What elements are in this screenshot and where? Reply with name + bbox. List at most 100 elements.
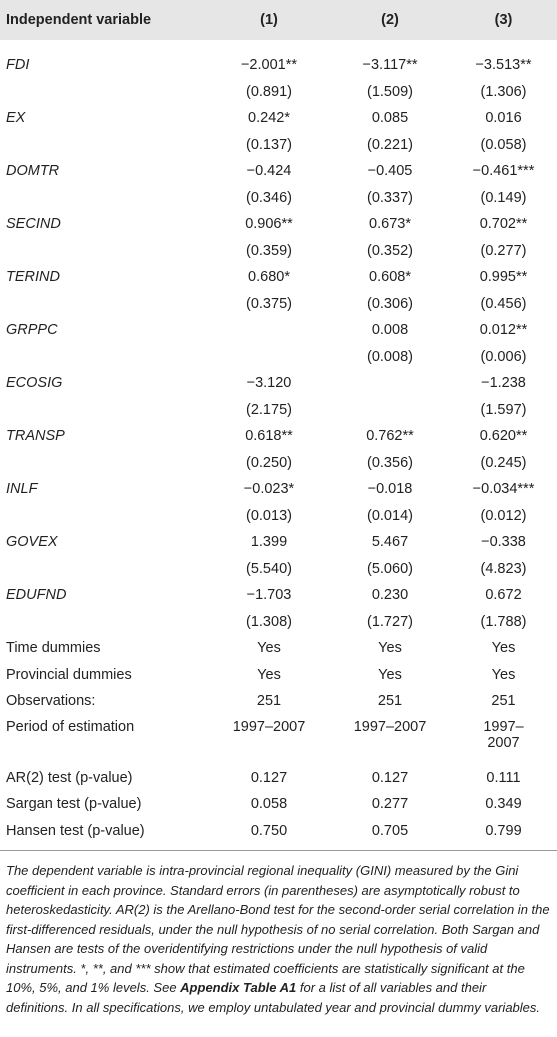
table-row: FDI −2.001** −3.117** −3.513** bbox=[0, 40, 557, 79]
value-cell: 0.618** bbox=[245, 428, 293, 445]
value-cell: −2.001** bbox=[240, 57, 298, 74]
table-row: Period of estimation 1997–2007 1997–2007 19… bbox=[0, 715, 557, 765]
value-cell: 0.277 bbox=[371, 796, 409, 813]
table-row: (2.175) (1.597) bbox=[0, 397, 557, 424]
value-cell: 0.620** bbox=[479, 428, 528, 445]
value-cell: 0.750 bbox=[250, 822, 288, 839]
value-cell: Yes bbox=[257, 640, 281, 657]
value-cell: (0.014) bbox=[367, 507, 413, 524]
table-row: ECOSIG −3.120 −1.238 bbox=[0, 370, 557, 397]
table-row: GRPPC 0.008 0.012** bbox=[0, 317, 557, 344]
value-cell: 0.762** bbox=[366, 428, 414, 445]
table-row: (5.540) (5.060) (4.823) bbox=[0, 556, 557, 583]
row-label bbox=[0, 609, 208, 636]
table-row: (0.013) (0.014) (0.012) bbox=[0, 503, 557, 530]
value-cell: 1.399 bbox=[250, 534, 288, 551]
value-cell: 0.672 bbox=[485, 587, 522, 604]
footnote-link: Appendix Table A1 bbox=[180, 980, 297, 995]
value-cell: (0.250) bbox=[246, 454, 292, 471]
value-cell: (0.337) bbox=[367, 189, 413, 206]
footnote-text: The dependent variable is intra-provinci… bbox=[6, 863, 550, 995]
value-cell: −0.023* bbox=[243, 481, 295, 498]
table-row: DOMTR −0.424 −0.405 −0.461*** bbox=[0, 158, 557, 185]
table-row: (0.891) (1.509) (1.306) bbox=[0, 79, 557, 106]
value-cell: Yes bbox=[491, 640, 516, 657]
value-cell: 0.608* bbox=[369, 269, 411, 286]
value-cell: (1.597) bbox=[480, 401, 527, 418]
row-label: TERIND bbox=[6, 269, 60, 286]
value-cell: −0.018 bbox=[367, 481, 413, 498]
value-cell: (0.149) bbox=[480, 189, 527, 206]
value-cell: (0.306) bbox=[367, 295, 413, 312]
value-cell: (0.375) bbox=[246, 295, 292, 312]
table-row: (0.375) (0.306) (0.456) bbox=[0, 291, 557, 318]
value-cell: (1.727) bbox=[367, 613, 413, 630]
row-label bbox=[0, 79, 208, 106]
table-body: FDI −2.001** −3.117** −3.513** (0.891) (1.509… bbox=[0, 40, 557, 851]
table-row: GOVEX 1.399 5.467 −0.338 bbox=[0, 529, 557, 556]
value-cell: (1.788) bbox=[480, 613, 527, 630]
value-cell: 0.012** bbox=[479, 322, 528, 339]
value-cell: −1.238 bbox=[481, 375, 526, 392]
value-cell: 0.799 bbox=[485, 822, 522, 839]
value-cell: (0.008) bbox=[367, 348, 413, 365]
value-cell: 0.085 bbox=[371, 110, 409, 127]
value-cell: −3.117** bbox=[362, 57, 418, 74]
value-cell: (0.245) bbox=[480, 454, 527, 471]
value-cell: 1997–2007 bbox=[232, 718, 306, 735]
header-cell: (3) bbox=[450, 0, 557, 40]
row-label: EX bbox=[6, 110, 26, 127]
value-cell: −0.405 bbox=[367, 163, 413, 180]
value-cell: −3.513** bbox=[475, 57, 532, 74]
row-label: Hansen test (p-value) bbox=[6, 822, 145, 839]
table-row: TERIND 0.680* 0.608* 0.995** bbox=[0, 264, 557, 291]
row-label: ECOSIG bbox=[6, 375, 63, 392]
value-cell bbox=[208, 344, 330, 371]
table-row: SECIND 0.906** 0.673* 0.702** bbox=[0, 211, 557, 238]
row-label: Provincial dummies bbox=[6, 666, 132, 683]
value-cell: (4.823) bbox=[480, 560, 527, 577]
value-cell: 0.008 bbox=[371, 322, 409, 339]
row-label: EDUFND bbox=[6, 587, 67, 604]
row-label: INLF bbox=[6, 481, 38, 498]
value-cell: Yes bbox=[257, 666, 281, 683]
table-row: (0.008) (0.006) bbox=[0, 344, 557, 371]
value-cell: −1.703 bbox=[246, 587, 292, 604]
value-cell: −3.120 bbox=[246, 375, 292, 392]
results-table: Independent variable (1) (2) (3) FDI −2.0… bbox=[0, 0, 557, 851]
table-row: (0.346) (0.337) (0.149) bbox=[0, 185, 557, 212]
value-cell: 5.467 bbox=[371, 534, 409, 551]
value-cell: (0.346) bbox=[246, 189, 292, 206]
value-cell: 0.673* bbox=[369, 216, 411, 233]
table-row: EX 0.242* 0.085 0.016 bbox=[0, 105, 557, 132]
value-cell: 0.906** bbox=[245, 216, 293, 233]
row-label bbox=[0, 185, 208, 212]
row-label bbox=[0, 291, 208, 318]
row-label: TRANSP bbox=[6, 428, 65, 445]
value-cell: (5.060) bbox=[367, 560, 413, 577]
header-cell: (2) bbox=[330, 0, 450, 40]
table-row: Hansen test (p-value) 0.750 0.705 0.799 bbox=[0, 818, 557, 851]
row-label: Sargan test (p-value) bbox=[6, 796, 142, 813]
value-cell bbox=[330, 397, 450, 424]
row-label: SECIND bbox=[6, 216, 61, 233]
table-row: Observations: 251 251 251 bbox=[0, 688, 557, 715]
row-label: AR(2) test (p-value) bbox=[6, 769, 133, 786]
row-label bbox=[0, 397, 208, 424]
value-cell: 0.349 bbox=[485, 796, 522, 813]
value-cell: −0.424 bbox=[246, 163, 292, 180]
table-row: EDUFND −1.703 0.230 0.672 bbox=[0, 582, 557, 609]
row-label: DOMTR bbox=[6, 163, 60, 180]
row-label bbox=[0, 132, 208, 159]
row-label: FDI bbox=[6, 57, 30, 74]
value-cell: (0.277) bbox=[480, 242, 527, 259]
value-cell: −0.338 bbox=[481, 534, 526, 551]
value-cell: (0.012) bbox=[480, 507, 527, 524]
table-row: Time dummies Yes Yes Yes bbox=[0, 635, 557, 662]
table-row: INLF −0.023* −0.018 −0.034*** bbox=[0, 476, 557, 503]
value-cell: Yes bbox=[378, 640, 402, 657]
value-cell: (1.308) bbox=[246, 613, 292, 630]
value-cell: 1997–2007 bbox=[450, 715, 557, 765]
table-row: Sargan test (p-value) 0.058 0.277 0.349 bbox=[0, 791, 557, 818]
